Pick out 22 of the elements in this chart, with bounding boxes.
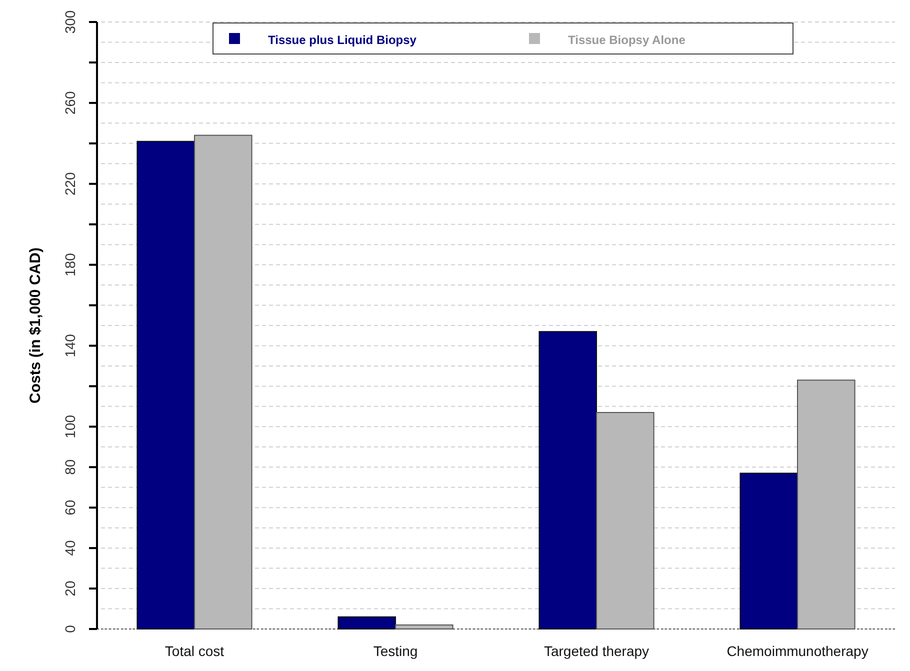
y-tick-label: 60 [62, 500, 78, 516]
y-tick-label: 0 [62, 624, 78, 633]
y-axis-title: Costs (in $1,000 CAD) [27, 248, 44, 404]
y-tick-label: 260 [62, 91, 78, 115]
legend-label: Tissue Biopsy Alone [568, 33, 686, 47]
bar [338, 616, 396, 630]
y-tick-label: 300 [62, 10, 78, 34]
y-tick-label: 220 [62, 172, 78, 196]
bar [740, 472, 798, 630]
y-tick-label: 100 [62, 414, 78, 438]
legend-label: Tissue plus Liquid Biopsy [268, 33, 417, 47]
y-tick-label: 20 [62, 580, 78, 596]
y-tick-label: 180 [62, 252, 78, 276]
x-tick-label: Total cost [164, 643, 224, 659]
x-tick-label: Chemoimmunotherapy [726, 643, 868, 659]
y-tick-label: 80 [62, 459, 78, 475]
bar [136, 140, 195, 630]
x-tick-label: Targeted therapy [544, 643, 650, 659]
bar [538, 331, 598, 630]
y-tick-label: 140 [62, 334, 78, 358]
y-tick-label: 40 [62, 540, 78, 556]
x-tick-label: Testing [373, 643, 418, 659]
